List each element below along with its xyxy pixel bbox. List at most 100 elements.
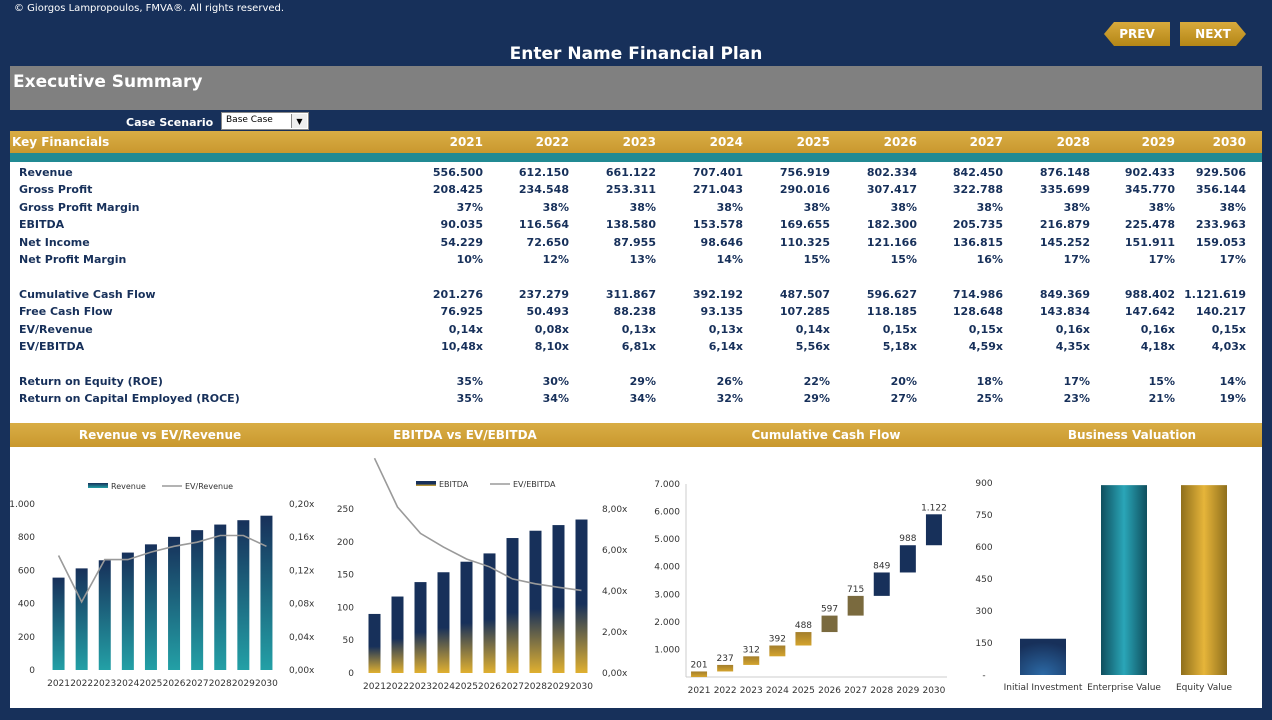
key-financials-label: Key Financials [12,135,110,149]
y-tick-label: 600 [975,543,992,553]
y-tick-label: 0 [348,669,354,679]
x-tick-label: 2029 [547,682,570,692]
copyright-text: © Giorgos Lampropoulos, FMVA®. All right… [14,3,285,14]
bar [98,560,111,670]
y-tick-label: 300 [975,607,992,617]
bar [414,582,427,673]
table-cell: 153.578 [692,218,743,231]
x-tick-label: 2030 [922,686,945,696]
chevron-down-icon[interactable]: ▼ [291,114,307,128]
x-tick-label: 2024 [766,686,789,696]
y-tick-label: 450 [975,575,992,585]
table-row: Return on Capital Employed (ROCE) 35% 34% 3… [10,391,1262,408]
table-cell: 90.035 [440,218,483,231]
table-cell: 16% [976,253,1003,266]
x-tick-label: 2025 [139,679,162,689]
y-tick-label: 6.000 [654,508,680,518]
cashflow-bar [925,514,942,546]
x-tick-label: 2030 [255,679,278,689]
x-tick-label: 2023 [740,686,763,696]
valuation-bar [1181,485,1227,675]
table-cell: 27% [890,392,917,405]
table-cell: 17% [1148,253,1175,266]
table-cell: 38% [1063,201,1090,214]
table-cell: 87.955 [613,236,656,249]
table-cell: 38% [716,201,743,214]
y2-tick-label: 2,00x [602,628,628,638]
row-label: Free Cash Flow [19,305,113,318]
table-cell: 151.911 [1124,236,1175,249]
table-cell: 1.121.619 [1184,288,1246,301]
table-cell: 5,56x [795,340,830,353]
table-row: Gross Profit Margin 37% 38% 38% 38% 38% 38% 38%… [10,200,1262,217]
x-tick-label: 2028 [209,679,232,689]
table-cell: 23% [1063,392,1090,405]
legend-label: EV/Revenue [185,482,233,491]
table-cell: 15% [803,253,830,266]
valuation-bar [1020,638,1066,675]
table-cell: 107.285 [779,305,830,318]
x-tick-label: 2024 [432,682,455,692]
table-cell: 0,16x [1055,323,1090,336]
x-tick-label: 2023 [93,679,116,689]
table-cell: 98.646 [700,236,743,249]
y-tick-label: 2.000 [654,618,680,628]
row-label: EV/Revenue [19,323,93,336]
table-cell: 4,18x [1140,340,1175,353]
table-row: Free Cash Flow 76.925 50.493 88.238 93.135 10… [10,304,1262,321]
table-cell: 234.548 [518,183,569,196]
x-tick-label: 2026 [818,686,841,696]
table-cell: 38% [890,201,917,214]
table-cell: 290.016 [779,183,830,196]
bar [368,613,381,673]
y2-tick-label: 6,00x [602,546,628,556]
prev-button[interactable]: PREV [1104,22,1170,46]
table-cell: 22% [803,375,830,388]
legend-swatch [416,481,436,486]
year-header: 2028 [1056,135,1090,149]
x-tick-label: 2029 [232,679,255,689]
y2-tick-label: 4,00x [602,587,628,597]
table-cell: 29% [629,375,656,388]
y-tick-label: 600 [18,566,35,576]
year-header: 2024 [709,135,743,149]
section-title: Executive Summary [13,72,203,92]
table-cell: 8,10x [534,340,569,353]
key-financials-header: Key Financials 2021 2022 2023 2024 2025 2026 2… [10,131,1262,153]
table-cell: 19% [1219,392,1246,405]
case-scenario-select[interactable]: Base Case ▼ [221,112,309,130]
table-cell: 14% [716,253,743,266]
table-cell: 0,14x [448,323,483,336]
legend-swatch [88,483,108,488]
data-label: 237 [717,654,734,664]
table-cell: 76.925 [440,305,483,318]
summary-panel: Key Financials 2021 2022 2023 2024 2025 2026 2… [10,131,1262,708]
x-tick-label: 2022 [386,682,409,692]
table-cell: 707.401 [692,166,743,179]
table-cell: 392.192 [692,288,743,301]
y-tick-label: 150 [337,571,354,581]
x-tick-label: 2027 [186,679,209,689]
table-cell: 201.276 [432,288,483,301]
table-cell: 487.507 [779,288,830,301]
table-cell: 88.238 [613,305,656,318]
table-cell: 345.770 [1124,183,1175,196]
table-cell: 208.425 [432,183,483,196]
table-cell: 34% [629,392,656,405]
table-row: Net Income 54.229 72.650 87.955 98.646 110.32… [10,235,1262,252]
table-row: Revenue 556.500 612.150 661.122 707.401 756.9… [10,165,1262,182]
bar [260,515,273,670]
table-cell: 50.493 [526,305,569,318]
y-tick-label: 4.000 [654,563,680,573]
table-cell: 38% [542,201,569,214]
table-cell: 72.650 [526,236,569,249]
x-tick-label: 2021 [47,679,70,689]
table-cell: 0,14x [795,323,830,336]
data-label: 849 [873,561,890,571]
data-label: 488 [795,621,812,631]
x-tick-label: 2027 [844,686,867,696]
next-button[interactable]: NEXT [1180,22,1246,46]
table-cell: 5,18x [882,340,917,353]
table-cell: 32% [716,392,743,405]
table-cell: 34% [542,392,569,405]
